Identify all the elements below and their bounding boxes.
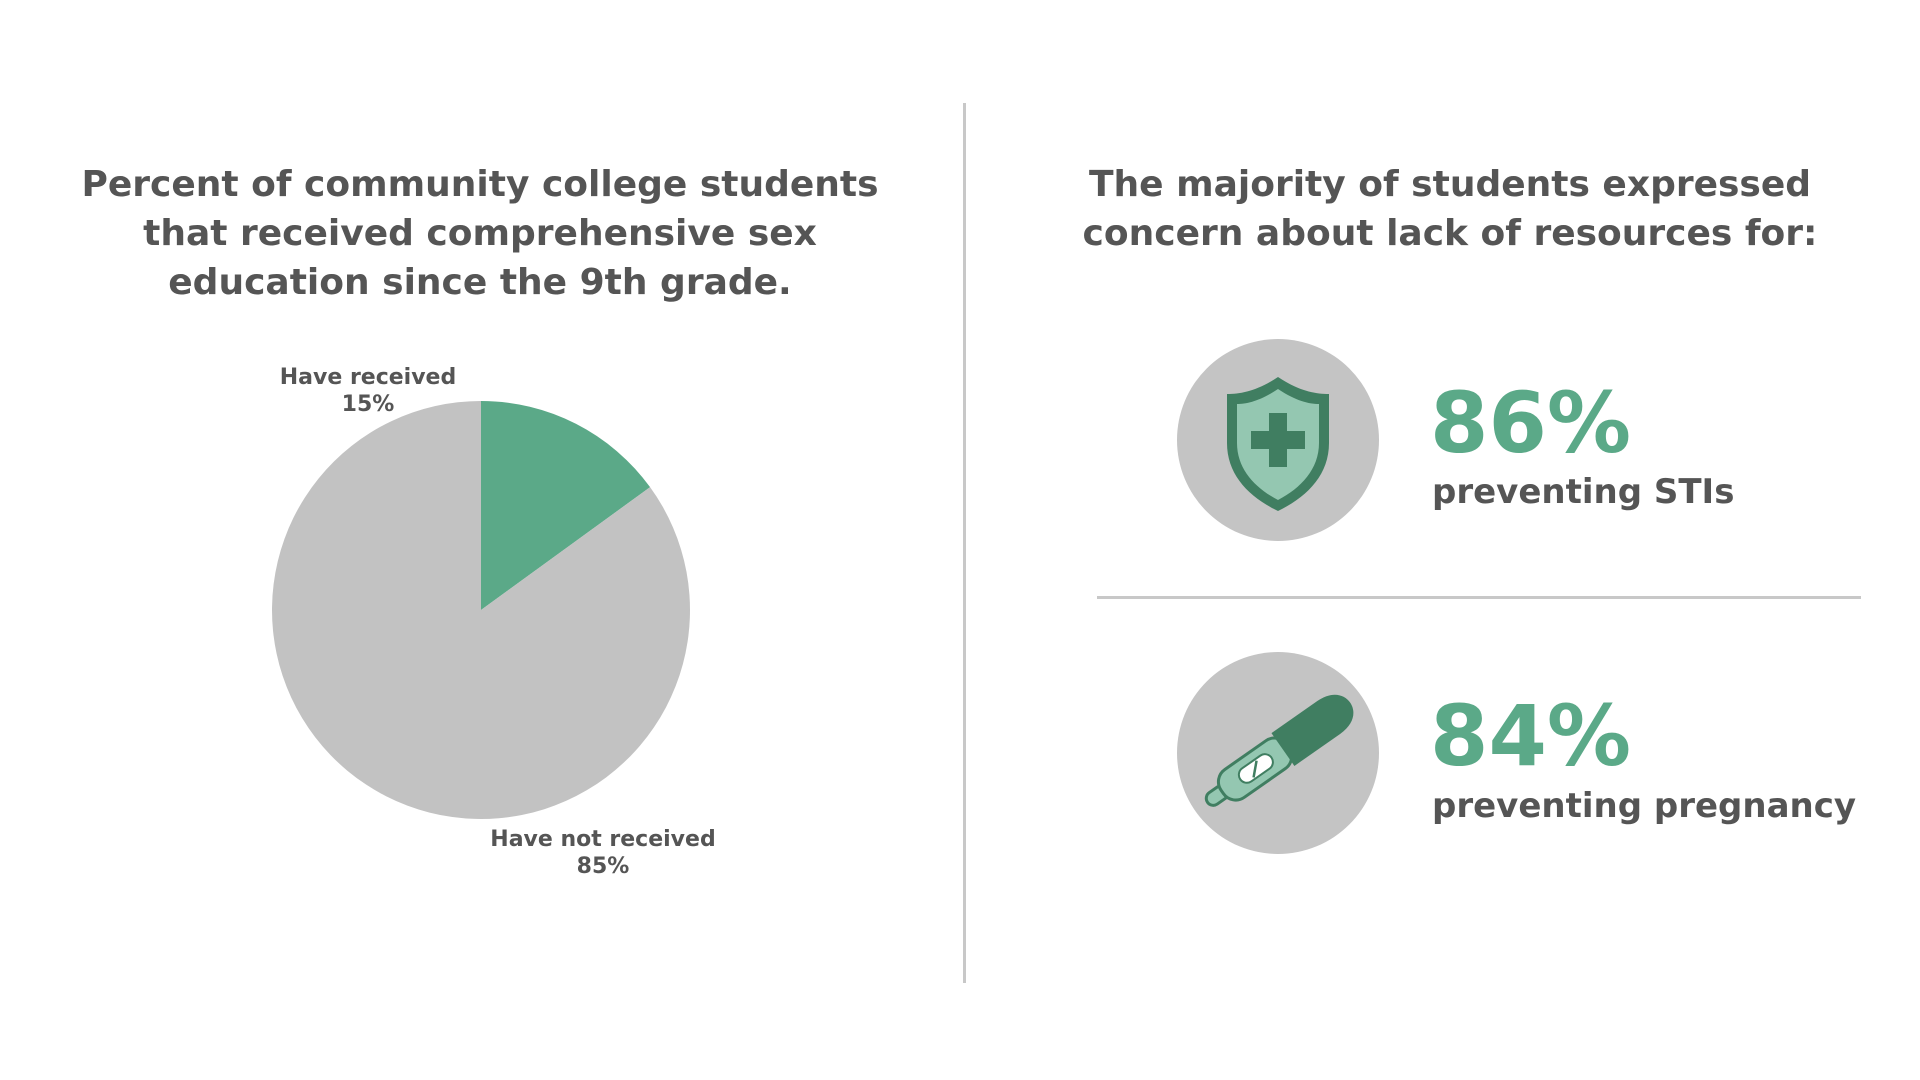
pie-chart xyxy=(271,401,690,820)
shield-medical-cross-icon xyxy=(1227,377,1329,511)
stat-icon-circle-pregnancy xyxy=(1177,652,1379,854)
stat-value-pregnancy: 84% xyxy=(1430,687,1632,785)
slice-label-have-received: Have received 15% xyxy=(268,364,468,418)
pregnancy-test-icon xyxy=(1204,694,1354,807)
vertical-divider xyxy=(963,103,966,983)
stats-heading: The majority of students expressed conce… xyxy=(1082,164,1818,254)
slice-label-value: 85% xyxy=(576,854,630,879)
pie-slice-have-not-received xyxy=(271,401,690,820)
stat-icon-circle-stis xyxy=(1177,339,1379,541)
stat-label-pregnancy: preventing pregnancy xyxy=(1432,786,1857,826)
stat-label-stis: preventing STIs xyxy=(1432,472,1735,512)
stat-value-stis: 86% xyxy=(1430,374,1632,472)
chart-title: Percent of community college students th… xyxy=(81,164,879,303)
pie-slice-have-received xyxy=(481,401,651,610)
slice-label-name: Have received xyxy=(279,365,457,390)
slice-label-have-not-received: Have not received 85% xyxy=(483,826,723,880)
horizontal-divider xyxy=(1097,596,1861,599)
slice-label-name: Have not received xyxy=(490,827,716,852)
slice-label-value: 15% xyxy=(341,392,395,417)
